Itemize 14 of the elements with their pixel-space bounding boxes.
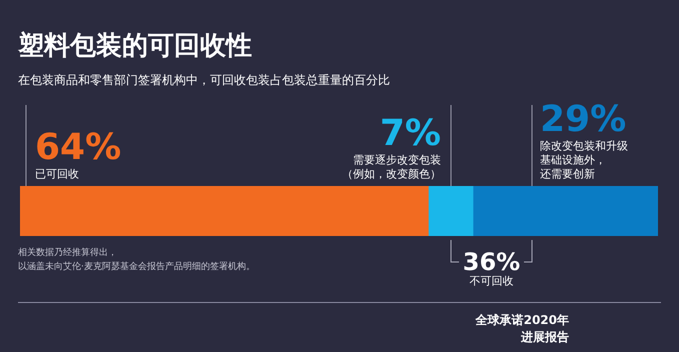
text: 不可回收 xyxy=(469,274,514,288)
series-label: 除改变包装和升级基础设施外，还需要创新 xyxy=(540,139,628,180)
text: 以涵盖未向艾伦·麦克阿瑟基金会报告产品明细的签署机构。 xyxy=(18,260,255,274)
text: 相关数据乃经推算得出， xyxy=(18,246,118,260)
series-label: 已可回收 xyxy=(35,167,79,180)
data-label: 7% xyxy=(380,113,441,154)
text: 全球承诺2020年 xyxy=(476,312,569,329)
data-label: 64% xyxy=(35,127,122,168)
series-label: 需要逐步改变包装（例如，改变颜色） xyxy=(342,153,441,180)
text: 进展报告 xyxy=(520,329,569,346)
chart-subtitle: 在包装商品和零售部门签署机构中，可回收包装占包装总重量的百分比 xyxy=(18,72,390,89)
text: 36% xyxy=(462,248,520,276)
chart-title: 塑料包装的可回收性 xyxy=(18,30,252,63)
data-label: 29% xyxy=(540,99,626,140)
